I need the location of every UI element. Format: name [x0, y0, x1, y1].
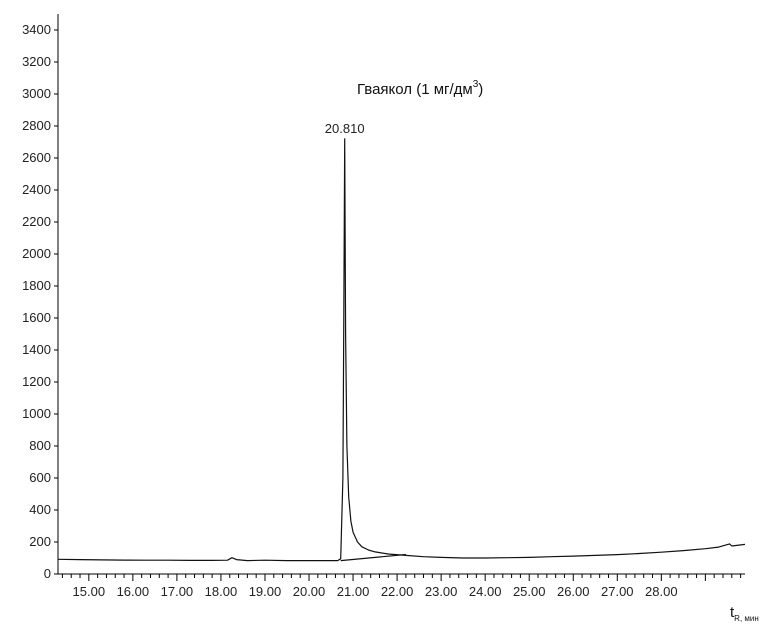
peak-label: 20.810: [325, 121, 365, 136]
y-tick-label: 2200: [22, 214, 51, 229]
x-tick-label: 18.00: [205, 584, 238, 599]
y-axis: 0 200 400 600 800 1000 1200 1400 1600 1800 2000 220…: [22, 14, 59, 581]
annotation-close: ): [478, 81, 483, 98]
y-tick-label: 1800: [22, 278, 51, 293]
x-tick-label: 15.00: [73, 584, 106, 599]
y-tick-label: 2000: [22, 246, 51, 261]
y-tick-label: 200: [29, 534, 51, 549]
annotation-superscript: 3: [473, 79, 479, 90]
y-tick-label: 2800: [22, 118, 51, 133]
x-tick-label: 28.00: [645, 584, 678, 599]
series-layer: [57, 138, 746, 562]
x-axis-label-sub: R, мин: [734, 614, 759, 623]
y-tick-label: 800: [29, 438, 51, 453]
y-tick-label: 3000: [22, 86, 51, 101]
x-tick-label: 19.00: [249, 584, 282, 599]
x-tick-label: 17.00: [161, 584, 194, 599]
x-tick-label: 20.00: [293, 584, 326, 599]
y-tick-label: 1600: [22, 310, 51, 325]
x-axis: 15.00 16.00 17.00 18.00 19.00 20.00 21.00 22.00…: [58, 573, 745, 599]
x-axis-label: tR, мин: [730, 604, 759, 623]
y-tick-label: 3400: [22, 22, 51, 37]
x-tick-label: 24.00: [469, 584, 502, 599]
x-tick-label: 27.00: [601, 584, 634, 599]
compound-annotation: Гваякол (1 мг/дм3): [357, 79, 483, 98]
x-tick-label: 23.00: [425, 584, 458, 599]
x-tick-label: 16.00: [117, 584, 150, 599]
x-tick-label: 25.00: [513, 584, 546, 599]
y-tick-label: 0: [44, 566, 51, 581]
y-tick-label: 2600: [22, 150, 51, 165]
x-tick-label: 26.00: [557, 584, 590, 599]
baseline-trace: [340, 553, 406, 562]
y-tick-label: 1400: [22, 342, 51, 357]
y-tick-label: 1000: [22, 406, 51, 421]
y-tick-label: 600: [29, 470, 51, 485]
y-tick-label: 1200: [22, 374, 51, 389]
x-tick-label: 21.00: [337, 584, 370, 599]
x-tick-label: 22.00: [381, 584, 414, 599]
y-tick-label: 400: [29, 502, 51, 517]
y-tick-label: 3200: [22, 54, 51, 69]
signal-trace: [57, 138, 746, 562]
y-tick-label: 2400: [22, 182, 51, 197]
